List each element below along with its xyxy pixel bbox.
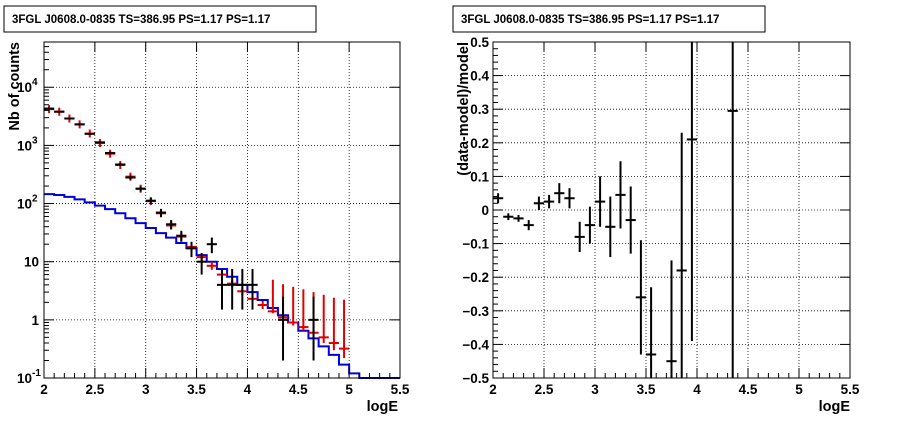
y-tick-exponent: 4 <box>32 77 38 88</box>
right-ylabel: (data-model)/model <box>456 42 472 176</box>
y-tick-label: 0.1 <box>470 169 489 184</box>
y-tick-label: −0.5 <box>462 371 489 386</box>
left-xlabel: logE <box>367 399 399 415</box>
y-tick-label: 10 <box>17 197 32 212</box>
y-tick-label: −0.4 <box>462 337 489 352</box>
x-tick-label: 2.5 <box>85 382 104 397</box>
y-tick-label: 0 <box>481 203 489 218</box>
y-tick-label: 0.4 <box>470 69 489 84</box>
y-tick-label: 10 <box>17 80 32 95</box>
y-tick-exponent: -1 <box>32 368 41 379</box>
blue-model-line <box>44 193 400 379</box>
x-tick-label: 2.5 <box>535 382 554 397</box>
right-ticks: 2 2.5 3 3.5 4 4.5 5 5.5 −0.5 −0.4 −0.3 −0.2 −0.1 0 0.1… <box>462 35 860 397</box>
y-tick-label: 0.2 <box>470 136 489 151</box>
right-panel: 2 2.5 3 3.5 4 4.5 5 5.5 −0.5 −0.4 −0.3 −0.2 −0.1 0 0.1… <box>452 5 860 415</box>
x-tick-label: 4 <box>244 382 252 397</box>
x-tick-label: 3 <box>591 382 599 397</box>
y-tick-label: 0.3 <box>470 102 489 117</box>
left-frame <box>43 41 401 379</box>
y-tick-label: 10 <box>24 255 39 270</box>
right-grid <box>493 42 850 378</box>
x-tick-label: 3.5 <box>637 382 656 397</box>
right-title-box <box>452 5 766 33</box>
x-tick-label: 5.5 <box>841 382 860 397</box>
x-tick-label: 4.5 <box>739 382 758 397</box>
x-tick-label: 5 <box>345 382 353 397</box>
x-tick-label: 3.5 <box>187 382 206 397</box>
left-ylabel: Nb of counts <box>7 42 23 131</box>
right-xlabel: logE <box>819 399 851 415</box>
y-tick-label: −0.1 <box>462 237 489 252</box>
y-tick-exponent: 3 <box>32 135 38 146</box>
y-tick-label: 0.5 <box>470 35 489 50</box>
right-title: 3FGL J0608.0-0835 TS=386.95 PS=1.17 PS=1… <box>461 14 719 26</box>
left-series <box>44 105 400 379</box>
y-tick-label: 1 <box>31 313 39 328</box>
left-title-box <box>3 5 317 33</box>
y-tick-label: −0.2 <box>462 270 489 285</box>
right-series <box>493 42 738 378</box>
y-tick-label: −0.3 <box>462 304 489 319</box>
x-tick-label: 5 <box>795 382 803 397</box>
x-tick-label: 4.5 <box>289 382 308 397</box>
x-tick-label: 2 <box>40 382 48 397</box>
x-tick-label: 2 <box>489 382 497 397</box>
left-grid <box>44 42 400 378</box>
y-tick-label: 10 <box>17 138 32 153</box>
x-tick-label: 5.5 <box>391 382 410 397</box>
x-tick-label: 3 <box>142 382 150 397</box>
x-tick-label: 4 <box>693 382 701 397</box>
left-title: 3FGL J0608.0-0835 TS=386.95 PS=1.17 PS=1… <box>12 14 270 26</box>
y-tick-label: 10 <box>17 371 32 386</box>
y-tick-exponent: 2 <box>32 194 38 205</box>
